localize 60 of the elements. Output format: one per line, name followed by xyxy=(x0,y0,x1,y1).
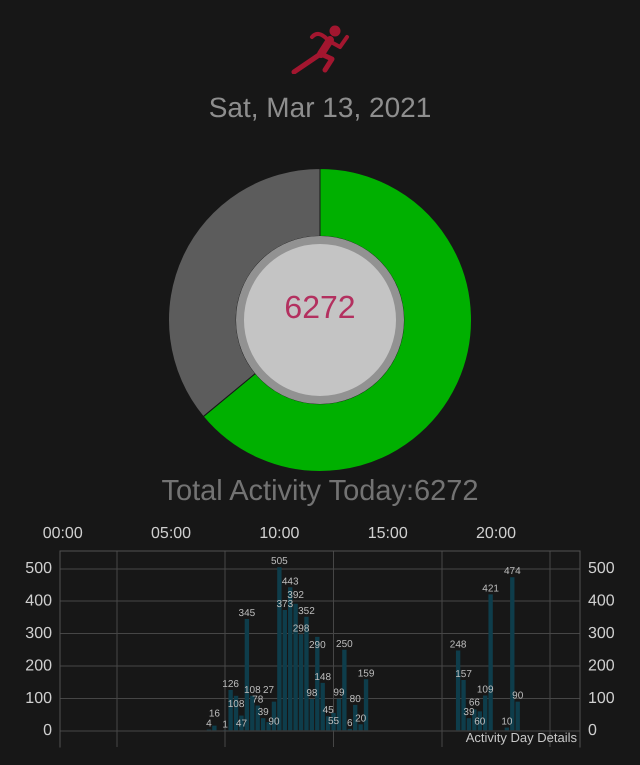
data-label: 248 xyxy=(450,639,467,650)
chart-title: Sat, Mar 13, 2021 xyxy=(208,92,432,124)
data-label: 90 xyxy=(512,690,524,702)
data-label: 250 xyxy=(336,638,354,650)
y2-tick-label: 0 xyxy=(588,722,597,740)
data-label: 98 xyxy=(306,688,318,700)
y-tick-label: 0 xyxy=(43,722,52,740)
data-label: 99 xyxy=(333,688,345,699)
data-label: 505 xyxy=(271,556,288,568)
data-label: 39 xyxy=(258,707,270,718)
y2-tick-label: 400 xyxy=(588,592,615,610)
data-label: 352 xyxy=(298,606,316,617)
data-label: 16 xyxy=(208,708,220,720)
data-label: 27 xyxy=(262,685,275,696)
data-label: 80 xyxy=(350,694,362,705)
data-label: 20 xyxy=(355,713,367,724)
y2-tick-label: 100 xyxy=(588,690,615,707)
data-label: 4 xyxy=(206,718,212,730)
data-label: 109 xyxy=(476,684,494,696)
text: 6272 xyxy=(284,289,356,325)
data-label: 108 xyxy=(228,698,245,710)
data-label: 443 xyxy=(282,576,299,588)
y-tick-label: 400 xyxy=(25,592,52,610)
data-label: 6 xyxy=(347,718,354,729)
x-tick-label: 20:00 xyxy=(476,524,516,542)
y-tick-label: 100 xyxy=(25,690,52,707)
data-label: 10 xyxy=(501,716,513,728)
data-label: 47 xyxy=(236,718,248,730)
x-tick-label: 05:00 xyxy=(151,524,192,542)
data-label: 45 xyxy=(322,705,334,716)
data-label: 66 xyxy=(468,697,480,708)
data-label: 474 xyxy=(504,566,522,578)
data-label: 373 xyxy=(276,598,294,610)
data-label: 157 xyxy=(455,668,472,680)
y2-tick-label: 300 xyxy=(588,625,615,642)
data-label: 421 xyxy=(482,583,500,594)
data-label: 60 xyxy=(474,716,486,728)
y-tick-label: 500 xyxy=(25,560,52,578)
data-label: 392 xyxy=(287,590,304,601)
data-label: 126 xyxy=(222,678,240,690)
data-label: 78 xyxy=(252,694,264,706)
data-label: 1 xyxy=(222,719,228,730)
data-label: 298 xyxy=(292,623,310,634)
data-label: 108 xyxy=(244,684,262,696)
data-label: 345 xyxy=(238,608,256,620)
x-tick-label: 15:00 xyxy=(368,524,408,542)
data-label: 290 xyxy=(308,640,326,651)
y-tick-label: 300 xyxy=(25,625,52,642)
y2-tick-label: 200 xyxy=(588,657,615,674)
data-label: 55 xyxy=(328,716,340,727)
data-label: 148 xyxy=(314,672,332,683)
x-tick-label: 00:00 xyxy=(42,524,83,542)
data-label: 90 xyxy=(268,716,280,728)
x-tick-label: 10:00 xyxy=(259,524,300,542)
y-tick-label: 200 xyxy=(25,657,52,674)
text: Total Activity Today:6272 xyxy=(161,474,479,508)
data-label: 159 xyxy=(358,668,375,680)
y2-tick-label: 500 xyxy=(588,560,615,578)
annotation: Activity Day Details xyxy=(466,730,578,746)
data-label: 39 xyxy=(463,707,475,718)
